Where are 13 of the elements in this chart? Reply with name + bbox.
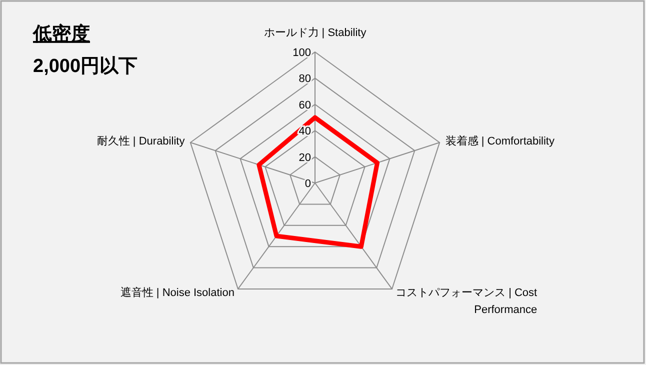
- y-tick-label: 60: [298, 99, 311, 112]
- y-tick-label: 100: [292, 47, 311, 59]
- y-tick-label: 80: [298, 73, 311, 86]
- spoke-label: コストパフォーマンス | Cost Performance: [396, 286, 538, 316]
- spoke-label: ホールド力 | Stability: [264, 26, 367, 39]
- text: 2,000円以下: [33, 55, 138, 77]
- y-tick-label: 20: [298, 152, 311, 164]
- y-tick-label: 0: [304, 178, 311, 190]
- spoke-label: 遮音性 | Noise Isolation: [120, 286, 234, 299]
- spoke-label: 耐久性 | Durability: [96, 136, 186, 148]
- y-tick-label: 40: [298, 126, 311, 138]
- chart-title: 低密度: [32, 23, 90, 45]
- spoke-label: 装着感 | Comfortability: [445, 134, 556, 148]
